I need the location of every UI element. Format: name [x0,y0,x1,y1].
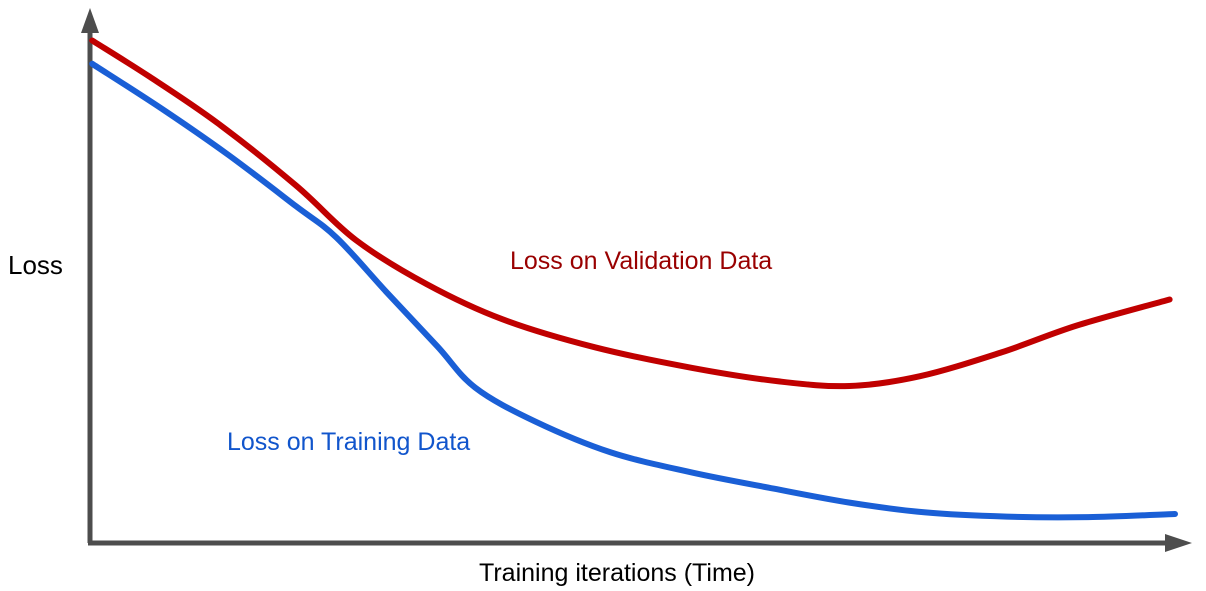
loss-curves [89,37,1178,521]
axes [81,8,1192,552]
training-loss-label: Loss on Training Data [227,428,471,456]
y-axis-label: Loss [8,250,63,280]
x-axis-label: Training iterations (Time) [479,559,756,587]
validation-loss-label: Loss on Validation Data [510,247,773,275]
